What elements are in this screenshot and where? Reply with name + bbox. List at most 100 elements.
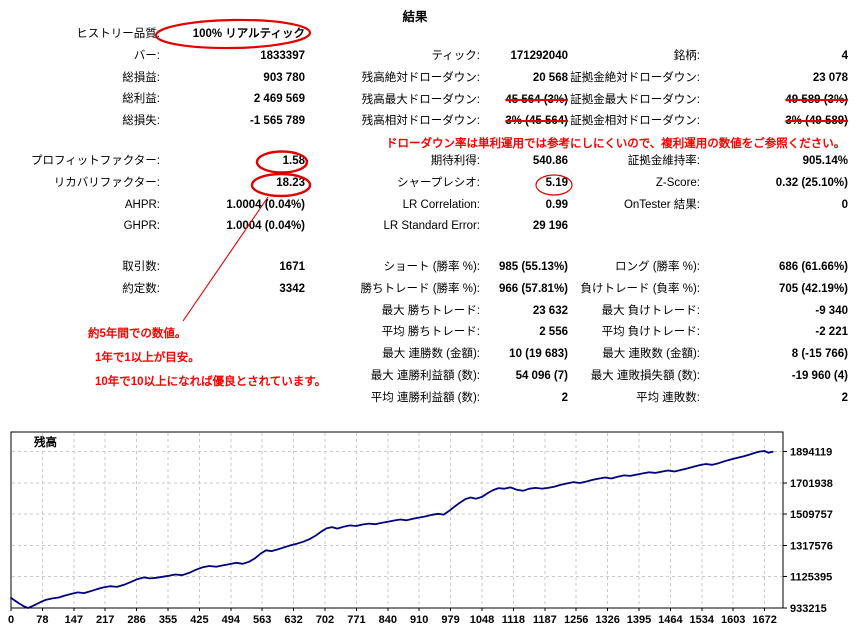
stat-value: 905.14% (802, 155, 848, 167)
stat-value: 3% (49 589) (785, 115, 848, 128)
stat-row: 最大 連敗数 (金額): 8 (-15 766) (560, 344, 848, 366)
recovery-note-line1: 約5年間での数値。 (88, 328, 187, 340)
stat-row: AHPR: 1.0004 (0.04%) (0, 195, 305, 217)
stat-label: LR Correlation: (402, 198, 480, 211)
stat-value: 1.0004 (0.04%) (226, 198, 305, 211)
stat-row: 負けトレード (負率 %): 705 (42.19%) (560, 279, 848, 301)
stat-label: 証拠金最大ドローダウン: (570, 93, 700, 106)
x-tick-label: 286 (127, 614, 145, 626)
stat-row: 最大 勝ちトレード: 23 632 (300, 301, 568, 323)
stat-value: 2 (561, 391, 568, 404)
stat-value: 3% (45 564) (505, 115, 568, 128)
stat-value: 1671 (279, 261, 305, 273)
x-tick-label: 1534 (690, 614, 715, 626)
x-tick-label: 355 (159, 614, 177, 626)
stat-value: 100% リアルティック (192, 28, 305, 40)
stat-row: 証拠金最大ドローダウン: 49 589 (3%) (560, 90, 848, 112)
x-tick-label: 217 (96, 614, 114, 626)
stat-value: 45 564 (3%) (505, 93, 568, 106)
stat-label: GHPR: (123, 220, 160, 233)
stat-label: ショート (勝率 %): (383, 261, 480, 273)
x-tick-label: 840 (379, 614, 397, 626)
stat-label: 最大 連敗損失額 (数): (590, 369, 700, 382)
recovery-note-line2: 1年で1以上が目安。 (95, 352, 200, 364)
x-tick-label: 702 (316, 614, 334, 626)
balance-chart: 0 78 147 217 286 355 425 494 563 632 702 771 840 910 9… (8, 431, 833, 626)
stat-value: 2 469 569 (253, 93, 305, 106)
stat-label: ヒストリー品質: (76, 28, 160, 40)
x-tick-label: 1464 (658, 614, 683, 626)
stat-row: LR Standard Error: 29 196 (300, 216, 568, 238)
stat-value: 54 096 (7) (515, 369, 568, 382)
stat-value: 18.23 (276, 176, 305, 189)
x-tick-label: 1187 (533, 614, 557, 626)
x-tick-label: 1672 (752, 614, 776, 626)
stat-value: 20 568 (532, 71, 568, 84)
stat-label: 最大 勝ちトレード: (381, 304, 480, 317)
stat-row: ロング (勝率 %): 686 (61.66%) (560, 257, 848, 279)
stat-row: 総損失: -1 565 789 (0, 111, 305, 133)
x-tick-label: 910 (410, 614, 428, 626)
stat-label: 銘柄: (673, 50, 700, 62)
stat-row: LR Correlation: 0.99 (300, 195, 568, 217)
stat-label: 平均 連勝利益額 (数): (370, 391, 480, 404)
stats-col2-section3: ショート (勝率 %): 985 (55.13%) 勝ちトレード (勝率 %): 96… (300, 257, 568, 410)
stat-label: リカバリファクター: (53, 176, 160, 189)
stat-row: 最大 連勝数 (金額): 10 (19 683) (300, 344, 568, 366)
stat-label: 平均 勝ちトレード: (381, 326, 480, 339)
x-tick-label: 979 (441, 614, 459, 626)
stat-row: 最大 連敗損失額 (数): -19 960 (4) (560, 366, 848, 388)
stat-row: 証拠金維持率: 905.14% (560, 151, 848, 173)
stat-label: 最大 連勝利益額 (数): (370, 369, 480, 382)
x-tick-label: 1048 (470, 614, 494, 626)
stat-row: プロフィットファクター: 1.58 (0, 151, 305, 173)
stat-value: 3342 (279, 282, 305, 295)
stat-value: 23 632 (532, 304, 568, 317)
x-tick-label: 632 (284, 614, 302, 626)
stat-row: 勝ちトレード (勝率 %): 966 (57.81%) (300, 279, 568, 301)
chart-series-label: 残高 (34, 435, 57, 449)
stat-label: 証拠金相対ドローダウン: (570, 115, 700, 128)
stats-col1-section3: 取引数: 1671 約定数: 3342 (0, 257, 305, 301)
stat-row: ヒストリー品質: 100% リアルティック (0, 24, 305, 46)
page-title: 結果 (402, 10, 428, 24)
stat-row: 総利益: 2 469 569 (0, 89, 305, 111)
stat-row: 約定数: 3342 (0, 279, 305, 301)
stat-value: 1.0004 (0.04%) (226, 220, 305, 233)
stat-value: -2 221 (815, 326, 848, 339)
y-tick-label: 1317576 (790, 540, 833, 552)
stat-label: 平均 連敗数: (636, 391, 700, 404)
stat-row: リカバリファクター: 18.23 (0, 173, 305, 195)
stat-row: 最大 連勝利益額 (数): 54 096 (7) (300, 366, 568, 388)
stat-row: 平均 勝ちトレード: 2 556 (300, 322, 568, 344)
stat-label: 証拠金維持率: (627, 155, 700, 167)
stat-label: Z-Score: (655, 176, 700, 189)
stat-value: 903 780 (263, 71, 305, 84)
y-tick-label: 933215 (790, 603, 827, 615)
balance-curve (10, 450, 774, 609)
stat-row: 残高最大ドローダウン: 45 564 (3%) (300, 90, 568, 112)
stat-label: 総損失: (122, 115, 160, 128)
stat-label: 約定数: (122, 282, 160, 295)
stats-col3-section2: 証拠金維持率: 905.14% Z-Score: 0.32 (25.10%) OnTes… (560, 151, 848, 216)
stat-value: 23 078 (812, 71, 848, 84)
stat-row: 最大 負けトレード: -9 340 (560, 301, 848, 323)
stat-label: 取引数: (122, 261, 160, 273)
x-tick-label: 494 (222, 614, 241, 626)
stat-value: -1 565 789 (250, 115, 305, 128)
x-tick-label: 1603 (721, 614, 745, 626)
stat-value: 49 589 (3%) (785, 93, 848, 106)
stat-label: 期待利得: (430, 155, 480, 167)
stat-label: 勝ちトレード (勝率 %): (360, 282, 480, 295)
stat-label: バー: (133, 49, 160, 62)
stat-value: 985 (55.13%) (498, 261, 568, 273)
stat-label: 総利益: (122, 93, 160, 106)
stat-value: 2 (841, 391, 848, 404)
x-tick-label: 0 (8, 614, 14, 626)
stat-label: ロング (勝率 %): (615, 261, 700, 273)
stat-row: ショート (勝率 %): 985 (55.13%) (300, 257, 568, 279)
x-tick-label: 1395 (627, 614, 651, 626)
stat-value: 705 (42.19%) (778, 282, 848, 295)
x-tick-label: 147 (65, 614, 83, 626)
stat-value: -19 960 (4) (791, 369, 848, 382)
